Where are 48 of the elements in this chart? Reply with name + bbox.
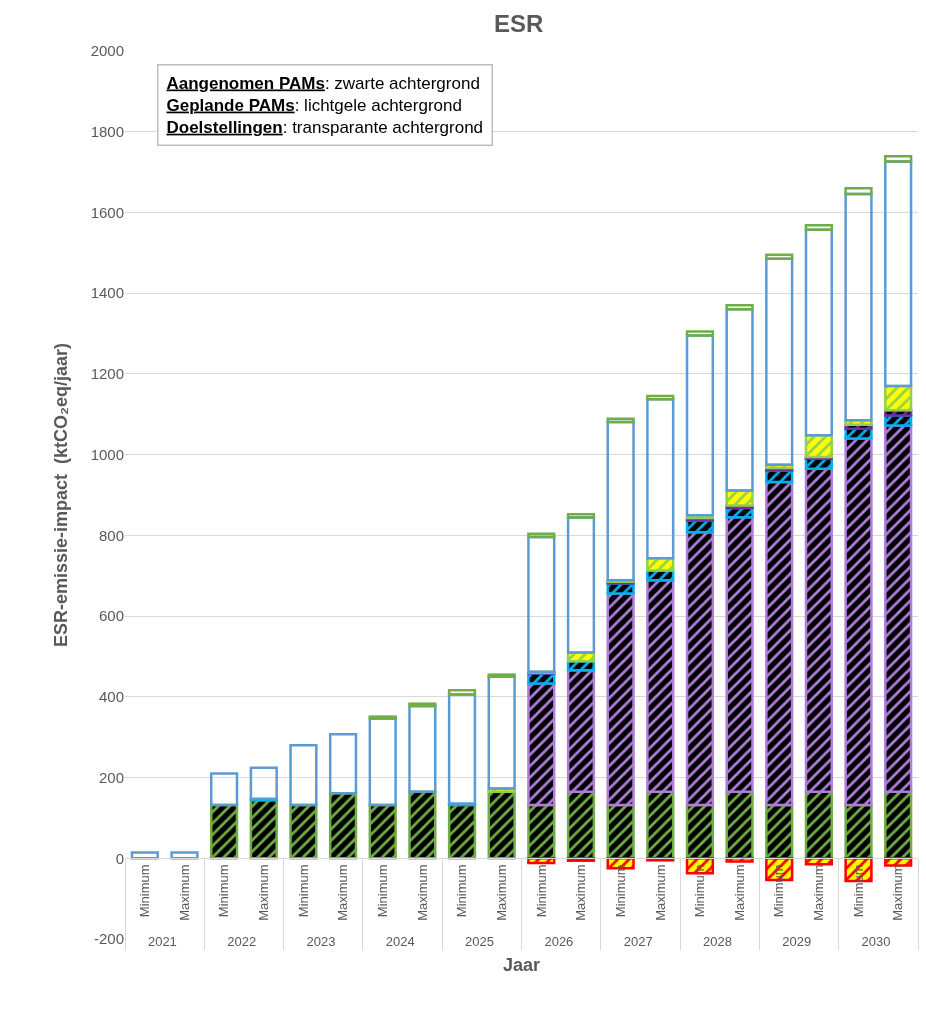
annotation: 2021	[147, 934, 177, 950]
annotation: 2023	[306, 934, 336, 950]
x-tick-label: Maximum	[335, 864, 351, 921]
x-tick-label: Maximum	[652, 864, 668, 921]
y-axis-title: ESR-emissie-impact (ktCO₂eq/jaar)	[50, 342, 71, 648]
annotation: 2026	[544, 934, 574, 950]
x-tick-label: Minimum	[295, 864, 311, 918]
x-tick-label: Minimum	[771, 864, 787, 918]
x-tick-label: Maximum	[255, 864, 271, 921]
y-tick-label: 1400	[90, 284, 124, 302]
annotation: 2022	[227, 934, 257, 950]
x-tick-label: Minimum	[692, 864, 708, 918]
y-tick-label: 1200	[90, 365, 124, 383]
annotation: 2024	[385, 934, 415, 950]
y-tick-label: 200	[98, 768, 124, 786]
y-tick-label: -200	[93, 930, 124, 948]
x-tick-label: Maximum	[731, 864, 747, 921]
x-tick-label: Minimum	[137, 864, 153, 918]
annotation: 2029	[782, 934, 812, 950]
y-tick-label: 1000	[90, 445, 124, 463]
chart-title: ESR	[493, 9, 544, 37]
x-tick-label: Maximum	[811, 864, 827, 921]
x-tick-label: Minimum	[216, 864, 232, 918]
x-tick-label: Minimum	[850, 864, 866, 918]
y-tick-label: 600	[98, 607, 124, 625]
annotation: 2028	[703, 934, 732, 950]
x-tick-label: Minimum	[533, 864, 549, 918]
annotation: 2025	[465, 934, 495, 950]
y-tick-label: 1800	[90, 122, 124, 140]
x-tick-label: Maximum	[493, 864, 509, 921]
annotation: 2027	[623, 934, 653, 950]
annotation: Doelstellingen: transparante achtergrond	[166, 117, 484, 137]
x-tick-label: Minimum	[374, 864, 390, 918]
y-tick-label: 1600	[90, 203, 124, 221]
x-tick-label: Maximum	[890, 864, 906, 921]
x-tick-label: Maximum	[573, 864, 589, 921]
y-tick-label: 400	[98, 688, 124, 706]
annotation: Geplande PAMs: lichtgele achtergrond	[166, 95, 462, 115]
annotation: Aangenomen PAMs: zwarte achtergrond	[166, 73, 480, 93]
x-tick-label: Maximum	[414, 864, 430, 921]
y-tick-label: 2000	[90, 42, 124, 60]
y-tick-label: 800	[98, 526, 124, 544]
x-tick-label: Minimum	[454, 864, 470, 918]
x-axis-title: Jaar	[502, 955, 541, 976]
y-tick-label: 0	[115, 849, 124, 867]
annotation: 2030	[861, 934, 891, 950]
x-tick-label: Minimum	[612, 864, 628, 918]
x-tick-label: Maximum	[176, 864, 192, 921]
